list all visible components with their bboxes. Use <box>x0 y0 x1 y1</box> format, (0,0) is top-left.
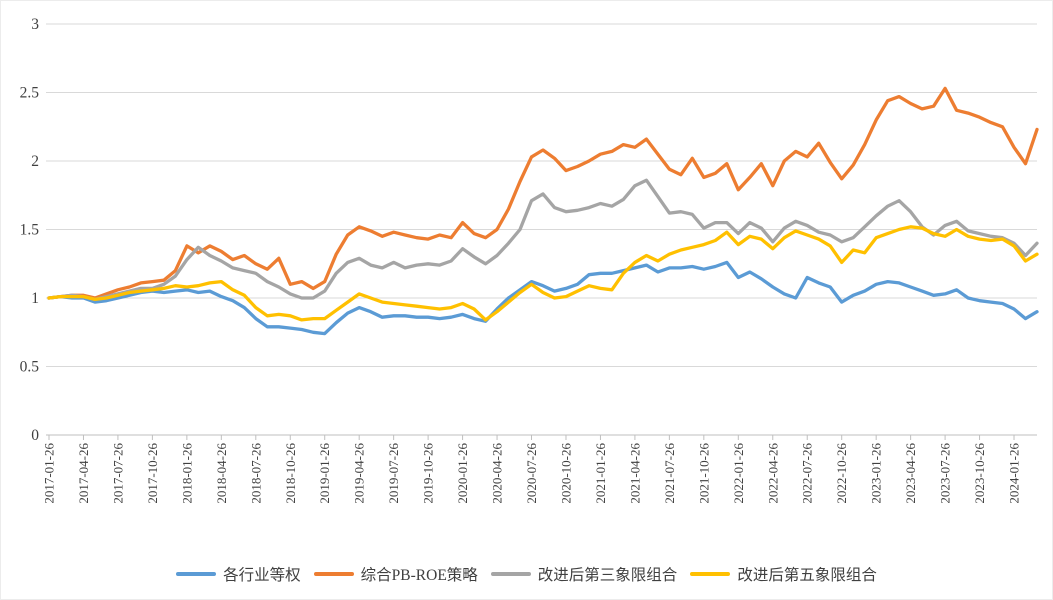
x-tick-label: 2022-01-26 <box>731 443 746 504</box>
y-tick-label: 0.5 <box>20 359 40 376</box>
x-tick-label: 2019-01-26 <box>317 443 332 504</box>
axes <box>46 434 1037 440</box>
x-tick-label: 2019-07-26 <box>386 443 401 504</box>
x-tick-label: 2024-01-26 <box>1007 443 1022 504</box>
x-tick-label: 2023-01-26 <box>869 443 884 504</box>
x-tick-label: 2018-07-26 <box>248 443 263 504</box>
legend-swatch-blue <box>176 571 217 577</box>
x-tick-label: 2023-04-26 <box>903 443 918 504</box>
x-tick-label: 2018-10-26 <box>283 443 298 504</box>
y-tick-label: 2.5 <box>20 85 40 102</box>
chart-legend: 各行业等权 综合PB-ROE策略 改进后第三象限组合 改进后第五象限组合 <box>1 563 1052 585</box>
legend-item-3: 改进后第五象限组合 <box>690 563 877 585</box>
x-tick-label: 2017-04-26 <box>76 443 91 504</box>
y-tick-label: 0 <box>31 427 39 444</box>
x-tick-label: 2017-01-26 <box>42 443 57 504</box>
series-line-2 <box>47 178 1039 302</box>
legend-label: 各行业等权 <box>223 567 301 584</box>
series-line-3 <box>47 225 1039 322</box>
x-tick-label: 2022-04-26 <box>765 443 780 504</box>
x-tick-label: 2019-04-26 <box>352 443 367 504</box>
x-tick-label: 2019-10-26 <box>421 443 436 504</box>
y-tick-label: 2 <box>31 153 39 170</box>
x-tick-label: 2020-01-26 <box>455 443 470 504</box>
x-tick-label: 2021-01-26 <box>593 443 608 504</box>
x-tick-label: 2021-10-26 <box>696 443 711 504</box>
x-tick-label: 2018-01-26 <box>179 443 194 504</box>
legend-item-0: 各行业等权 <box>176 563 301 585</box>
x-tick-label: 2021-07-26 <box>662 443 677 504</box>
x-tick-label: 2020-10-26 <box>558 443 573 504</box>
legend-swatch-orange <box>313 571 354 577</box>
y-axis-tick-labels: 0 0.5 1 1.5 2 2.5 3 <box>20 16 40 444</box>
legend-label: 改进后第五象限组合 <box>737 567 877 584</box>
x-axis-tick-labels: 2017-01-26 2017-04-26 2017-07-26 2017-10-26… <box>42 443 1022 504</box>
x-tick-label: 2020-07-26 <box>524 443 539 504</box>
legend-item-2: 改进后第三象限组合 <box>490 563 678 585</box>
legend-swatch-gray <box>490 571 531 577</box>
x-tick-label: 2023-10-26 <box>972 443 987 504</box>
legend-label: 改进后第三象限组合 <box>537 567 678 584</box>
x-tick-label: 2017-07-26 <box>110 443 125 504</box>
x-tick-label: 2023-07-26 <box>938 443 953 504</box>
x-tick-label: 2021-04-26 <box>627 443 642 504</box>
gridlines <box>46 23 1037 367</box>
series-line-1 <box>47 86 1039 300</box>
legend-swatch-yellow <box>690 571 731 577</box>
y-tick-label: 1.5 <box>20 222 40 239</box>
x-tick-label: 2022-07-26 <box>800 443 815 504</box>
y-tick-label: 3 <box>31 16 39 33</box>
legend-item-1: 综合PB-ROE策略 <box>313 563 478 585</box>
x-tick-label: 2020-04-26 <box>490 443 505 504</box>
legend-label: 综合PB-ROE策略 <box>360 567 478 584</box>
series-line-0 <box>47 260 1039 336</box>
y-tick-label: 1 <box>31 290 39 307</box>
x-tick-label: 2022-10-26 <box>834 443 849 504</box>
x-tick-label: 2017-10-26 <box>145 443 160 504</box>
series-lines <box>47 86 1039 336</box>
x-tick-label: 2018-04-26 <box>214 443 229 504</box>
